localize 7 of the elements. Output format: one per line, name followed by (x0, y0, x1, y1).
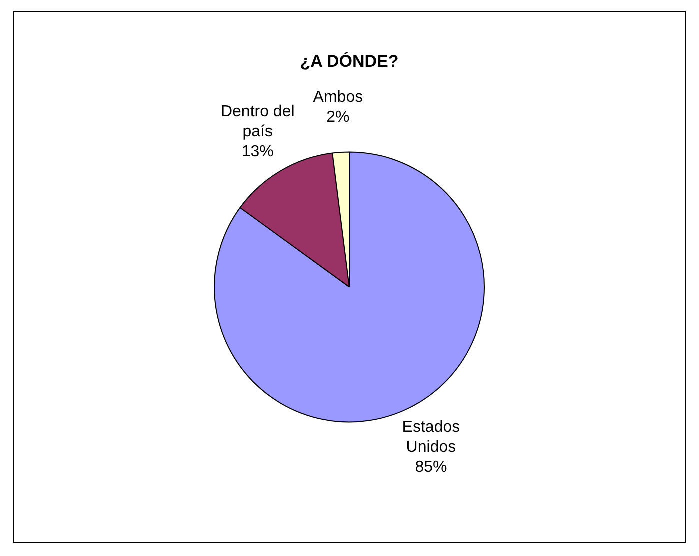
slice-label: Dentro del país (220, 104, 295, 141)
data-label: 13% (242, 144, 274, 161)
chart-title: ¿A DÓNDE? (300, 50, 399, 71)
data-label: 85% (415, 458, 448, 476)
slice-label: Estados Unidos (402, 418, 460, 456)
slice-label: Ambos (313, 88, 364, 106)
data-label: 2% (326, 108, 350, 126)
